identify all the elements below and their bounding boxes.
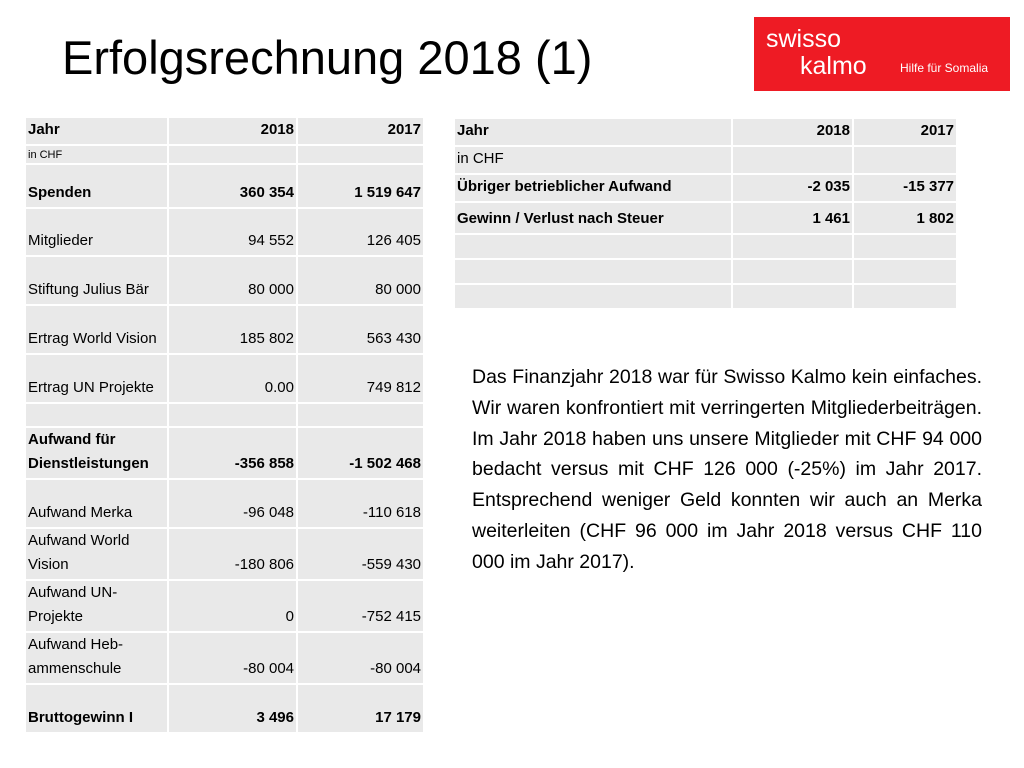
row-label: [455, 260, 731, 283]
header-2017: 2017: [854, 119, 956, 145]
value-2018: 360 354: [169, 165, 296, 207]
table-header-row: Jahr 2018 2017: [455, 119, 956, 145]
income-table-left: Jahr 2018 2017 in CHF Spenden 360 354 1 …: [24, 116, 425, 734]
table-row: Übriger betrieblicher Aufwand -2 035 -15…: [455, 175, 956, 201]
row-label: [455, 235, 731, 258]
value-2018: [733, 147, 852, 173]
value-2017: [854, 147, 956, 173]
slide-title: Erfolgsrechnung 2018 (1): [62, 31, 593, 84]
row-label: Aufwand World Vision: [26, 529, 167, 579]
row-label: [455, 285, 731, 308]
header-2018: 2018: [733, 119, 852, 145]
table-row: Mitglieder 94 552 126 405: [26, 209, 423, 255]
value-2017: [854, 260, 956, 283]
value-2017: -110 618: [298, 480, 423, 527]
swisso-kalmo-logo: swisso kalmo Hilfe für Somalia: [754, 17, 1010, 91]
empty-cell: [298, 146, 423, 163]
value-2018: [169, 404, 296, 426]
table-row-empty: [455, 285, 956, 308]
header-2018: 2018: [169, 118, 296, 144]
value-2017: -15 377: [854, 175, 956, 201]
row-label: Übriger betrieblicher Aufwand: [455, 175, 731, 201]
value-2017: 17 179: [298, 685, 423, 732]
header-2017: 2017: [298, 118, 423, 144]
value-2018: [733, 235, 852, 258]
value-2018: 0.00: [169, 355, 296, 402]
header-year: Jahr: [26, 118, 167, 144]
table-row: Aufwand Merka -96 048 -110 618: [26, 480, 423, 527]
row-label: [26, 404, 167, 426]
value-2017: -1 502 468: [298, 428, 423, 478]
value-2018: [733, 285, 852, 308]
row-label: Aufwand Merka: [26, 480, 167, 527]
value-2017: -80 004: [298, 633, 423, 683]
table-row: Bruttogewinn I 3 496 17 179: [26, 685, 423, 732]
unit-row: in CHF: [26, 146, 423, 163]
table-row-empty: [455, 235, 956, 258]
table-row: Ertrag World Vision 185 802 563 430: [26, 306, 423, 353]
table-row: Aufwand für Dienstleistungen -356 858 -1…: [26, 428, 423, 478]
row-label: Stiftung Julius Bär: [26, 257, 167, 304]
row-label: Aufwand für Dienstleistungen: [26, 428, 167, 478]
value-2018: 3 496: [169, 685, 296, 732]
table-row: Gewinn / Verlust nach Steuer 1 461 1 802: [455, 203, 956, 233]
value-2018: 94 552: [169, 209, 296, 255]
row-label: Aufwand UN-Projekte: [26, 581, 167, 631]
value-2018: -80 004: [169, 633, 296, 683]
value-2017: 563 430: [298, 306, 423, 353]
table-row: Spenden 360 354 1 519 647: [26, 165, 423, 207]
row-label: Bruttogewinn I: [26, 685, 167, 732]
row-label: Ertrag UN Projekte: [26, 355, 167, 402]
description-text: Das Finanzjahr 2018 war für Swisso Kalmo…: [472, 366, 982, 573]
table-row: in CHF: [455, 147, 956, 173]
empty-cell: [169, 146, 296, 163]
value-2018: [733, 260, 852, 283]
logo-line-1: swisso: [766, 25, 842, 53]
table-row-empty: [26, 404, 423, 426]
row-label: Spenden: [26, 165, 167, 207]
value-2018: 1 461: [733, 203, 852, 233]
value-2018: -2 035: [733, 175, 852, 201]
value-2017: 749 812: [298, 355, 423, 402]
row-label: Gewinn / Verlust nach Steuer: [455, 203, 731, 233]
table-row: Aufwand UN-Projekte 0 -752 415: [26, 581, 423, 631]
row-label: Ertrag World Vision: [26, 306, 167, 353]
table-row: Aufwand Heb-ammenschule -80 004 -80 004: [26, 633, 423, 683]
row-label: in CHF: [455, 147, 731, 173]
logo-line-2: kalmo: [800, 52, 867, 80]
value-2018: 0: [169, 581, 296, 631]
table-row: Stiftung Julius Bär 80 000 80 000: [26, 257, 423, 304]
header-year: Jahr: [455, 119, 731, 145]
value-2018: 185 802: [169, 306, 296, 353]
value-2018: -180 806: [169, 529, 296, 579]
income-table-right: Jahr 2018 2017 in CHF Übriger betrieblic…: [453, 117, 958, 310]
value-2017: 1 519 647: [298, 165, 423, 207]
row-label: Aufwand Heb-ammenschule: [26, 633, 167, 683]
value-2018: -96 048: [169, 480, 296, 527]
value-2017: 126 405: [298, 209, 423, 255]
value-2017: [854, 235, 956, 258]
table-row: Ertrag UN Projekte 0.00 749 812: [26, 355, 423, 402]
value-2018: -356 858: [169, 428, 296, 478]
logo-tagline: Hilfe für Somalia: [900, 61, 989, 75]
table-row-empty: [455, 260, 956, 283]
table-header-row: Jahr 2018 2017: [26, 118, 423, 144]
value-2017: 80 000: [298, 257, 423, 304]
value-2018: 80 000: [169, 257, 296, 304]
value-2017: [298, 404, 423, 426]
value-2017: [854, 285, 956, 308]
value-2017: -559 430: [298, 529, 423, 579]
row-label: Mitglieder: [26, 209, 167, 255]
value-2017: -752 415: [298, 581, 423, 631]
table-row: Aufwand World Vision -180 806 -559 430: [26, 529, 423, 579]
value-2017: 1 802: [854, 203, 956, 233]
unit-label: in CHF: [26, 146, 167, 163]
